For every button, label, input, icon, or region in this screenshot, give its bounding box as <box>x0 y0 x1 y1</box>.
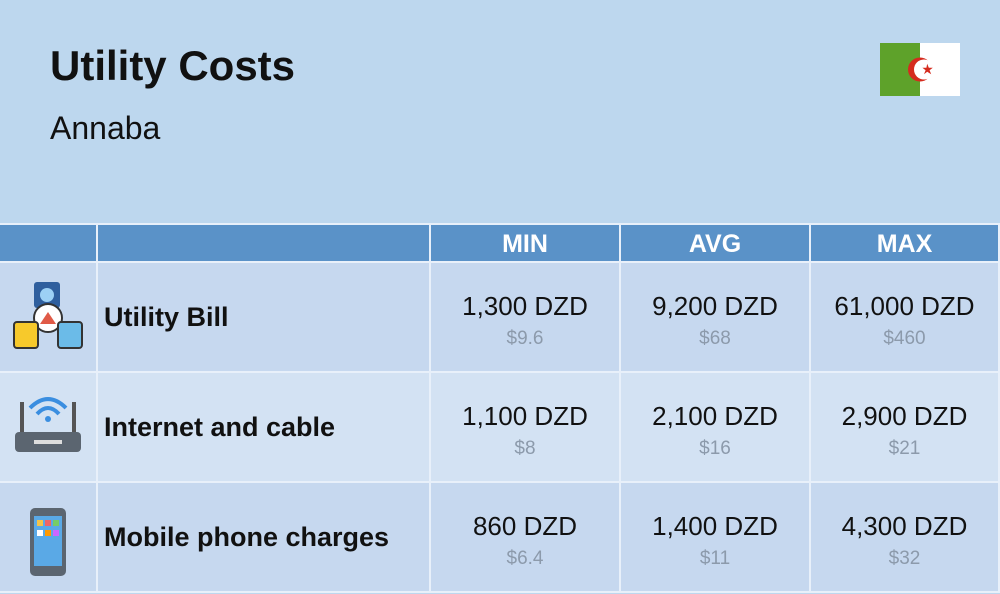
usd-price: $460 <box>883 328 926 349</box>
local-price: 4,300 DZD <box>841 511 968 541</box>
local-price: 2,100 DZD <box>652 401 778 431</box>
value-cell: 9,200 DZD $68 <box>621 263 811 373</box>
value-cell: 4,300 DZD $32 <box>811 483 1000 593</box>
utility-icon <box>13 282 83 349</box>
usd-price: $16 <box>699 438 731 459</box>
row-label: Mobile phone charges <box>98 483 431 593</box>
internet-icon <box>15 397 81 452</box>
usd-price: $6.4 <box>506 548 544 569</box>
usd-price: $68 <box>699 328 731 349</box>
value-cell: 1,300 DZD $9.6 <box>431 263 621 373</box>
column-header: MIN <box>431 223 621 263</box>
title: Utility Costs <box>50 42 296 89</box>
local-price: 9,200 DZD <box>652 291 778 321</box>
value-cell: 860 DZD $6.4 <box>431 483 621 593</box>
column-header: AVG <box>621 223 811 263</box>
usd-price: $8 <box>514 438 536 459</box>
icon-cell <box>0 373 98 483</box>
header-cell <box>98 223 431 263</box>
local-price: 1,100 DZD <box>462 401 588 431</box>
value-cell: 1,100 DZD $8 <box>431 373 621 483</box>
local-price: 860 DZD <box>472 511 578 541</box>
flag <box>880 43 960 96</box>
local-price: 1,300 DZD <box>462 291 588 321</box>
local-price: 61,000 DZD <box>834 291 975 321</box>
row-label: Utility Bill <box>98 263 431 373</box>
value-cell: 61,000 DZD $460 <box>811 263 1000 373</box>
value-cell: 2,900 DZD $21 <box>811 373 1000 483</box>
column-header: MAX <box>811 223 1000 263</box>
value-cell: 2,100 DZD $16 <box>621 373 811 483</box>
row-label: Internet and cable <box>98 373 431 483</box>
local-price: 2,900 DZD <box>841 401 968 431</box>
local-price: 1,400 DZD <box>652 511 778 541</box>
usd-price: $32 <box>888 548 921 569</box>
usd-price: $11 <box>699 548 731 569</box>
header-cell <box>0 223 98 263</box>
usd-price: $9.6 <box>506 328 544 349</box>
usd-price: $21 <box>888 438 921 459</box>
value-cell: 1,400 DZD $11 <box>621 483 811 593</box>
phone-icon <box>30 508 66 576</box>
subtitle: Annaba <box>50 110 161 146</box>
